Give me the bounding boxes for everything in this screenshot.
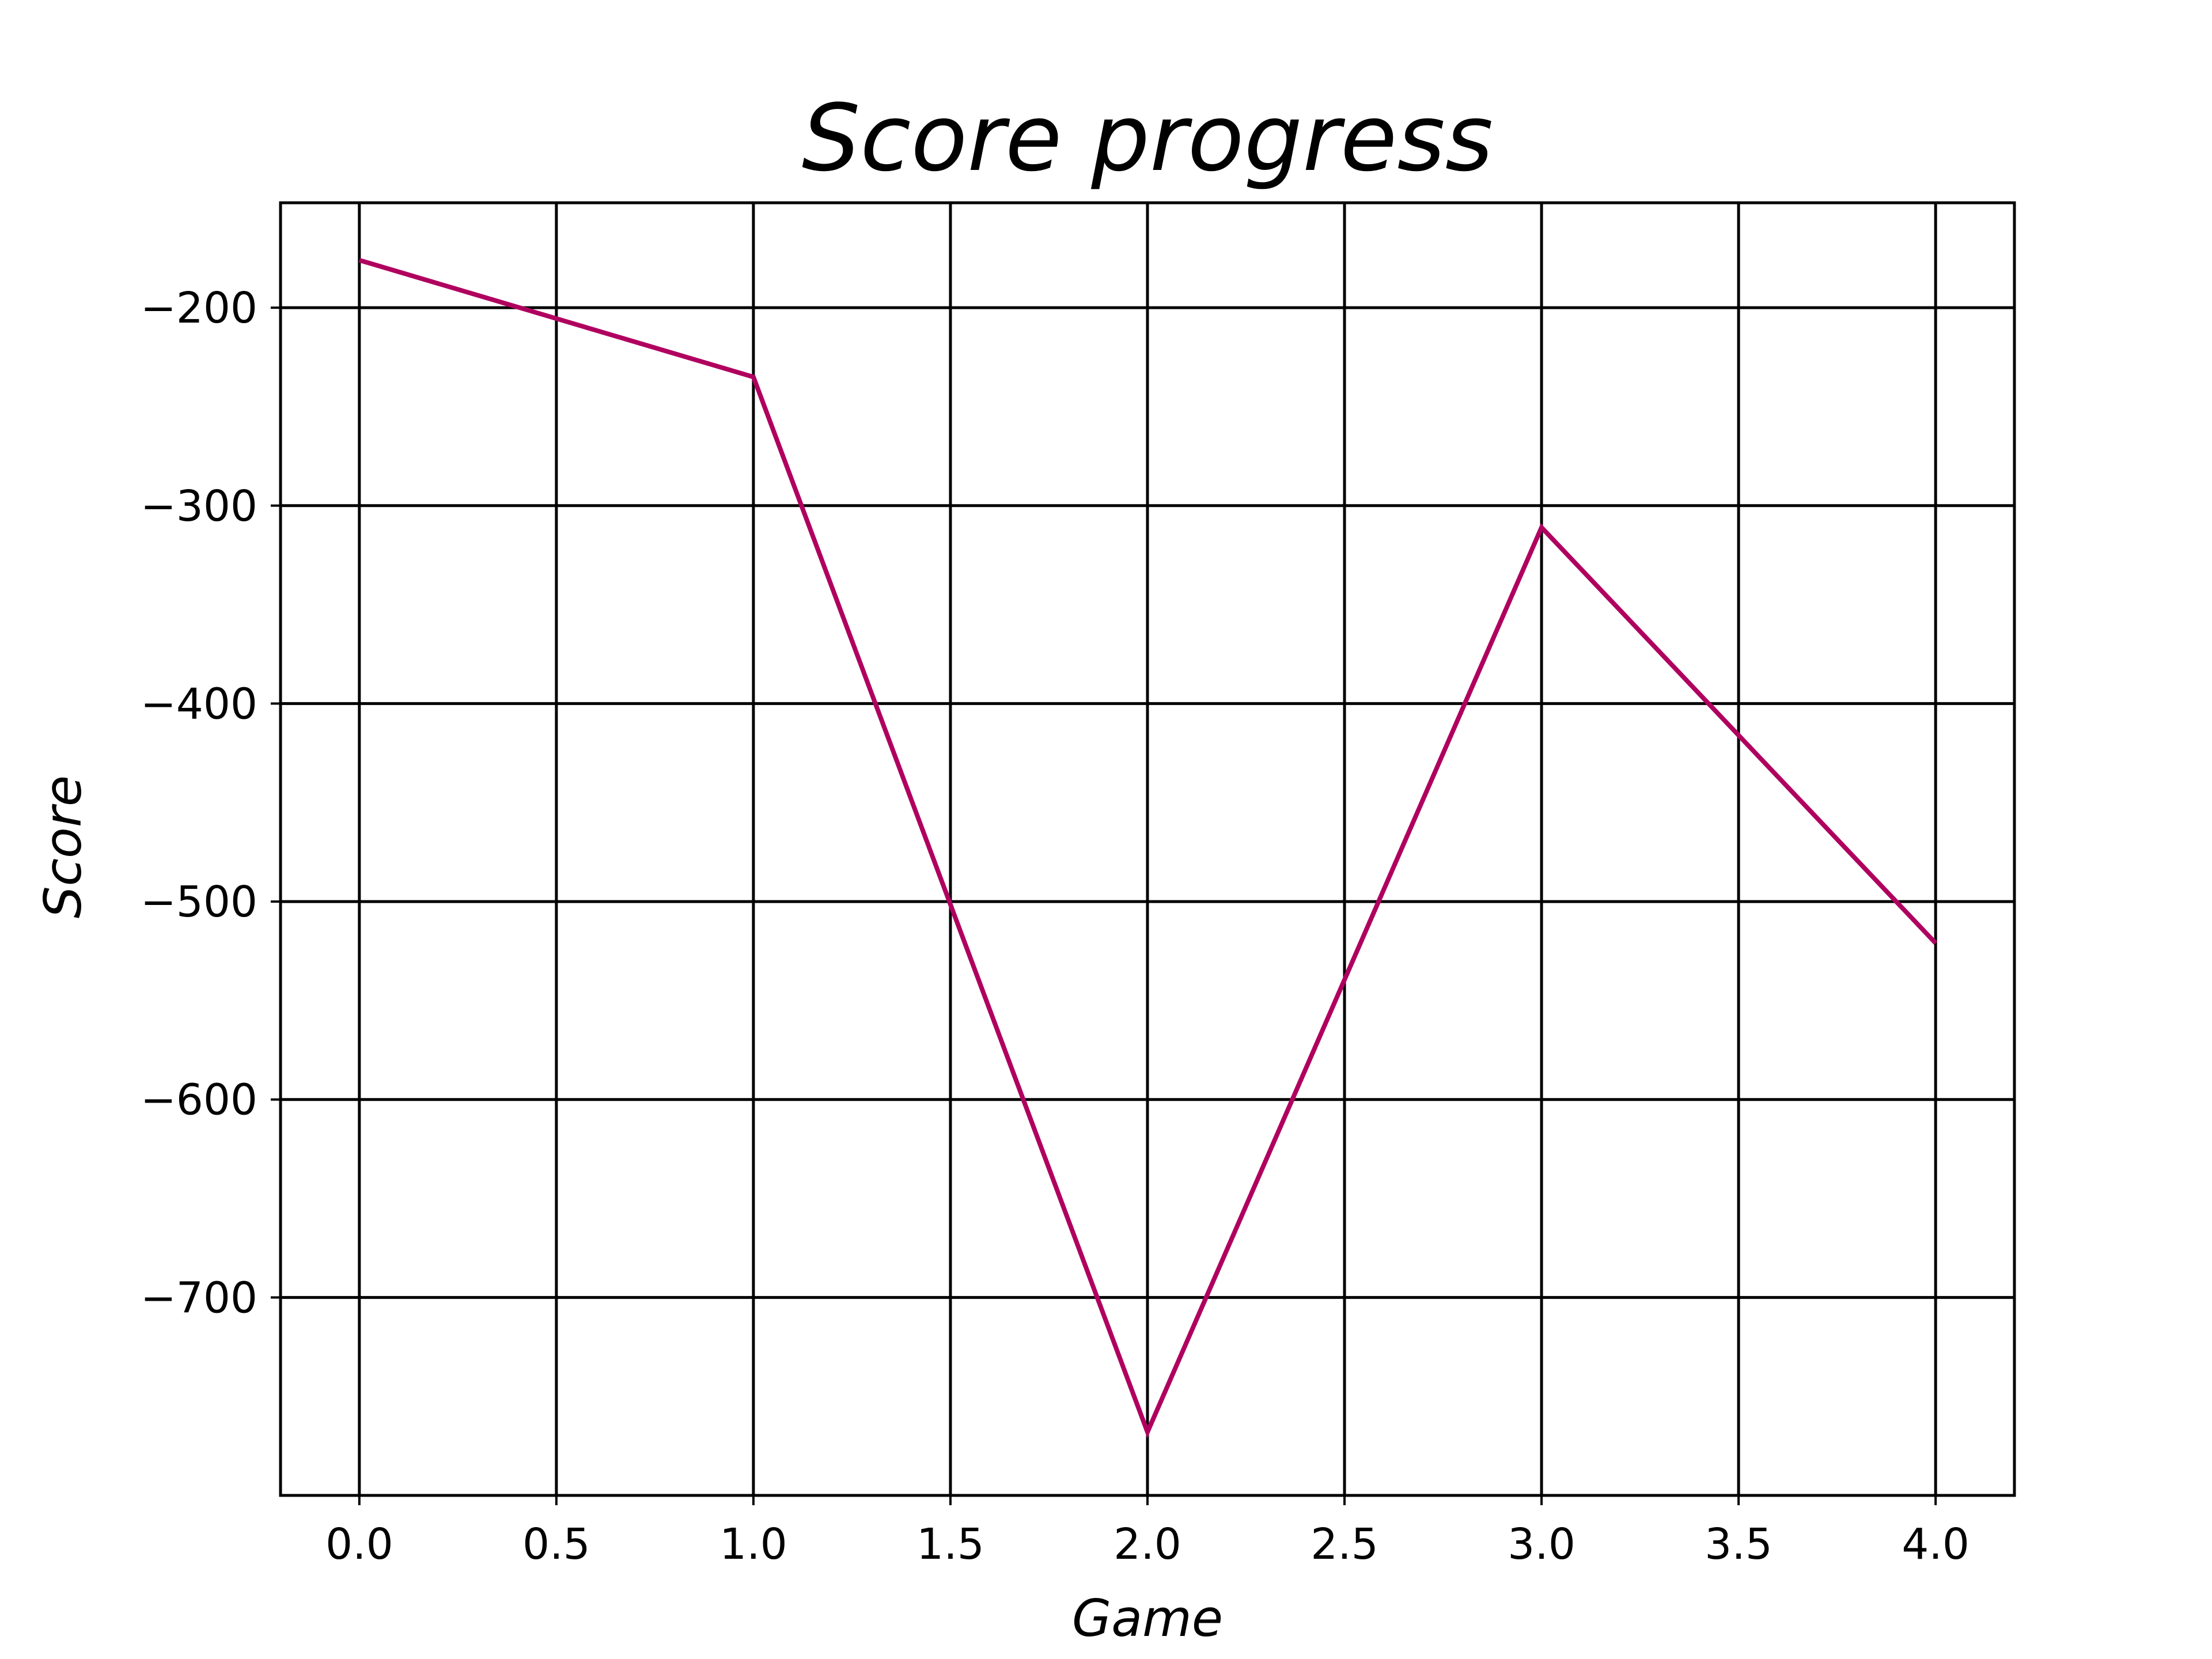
x-tick-label: 2.5 [1310,1520,1378,1569]
y-axis-label: Score [33,775,93,918]
tick-marks [271,306,1937,1505]
y-tick-label: −400 [141,679,257,729]
y-tick-label: −500 [141,877,257,927]
grid-lines [281,203,2014,1495]
y-tick-label: −600 [141,1075,257,1125]
x-tick-label: 1.5 [916,1520,984,1569]
x-tick-label: 3.5 [1705,1520,1772,1569]
x-tick-label: 2.0 [1113,1520,1181,1569]
series-line [358,257,1938,1438]
y-tick-label: −700 [141,1273,257,1323]
x-tick-label: 1.0 [719,1520,787,1569]
x-tick-label: 4.0 [1902,1520,1969,1569]
x-tick-labels: 0.0 0.5 1.0 1.5 2.0 2.5 3.0 3.5 4.0 [325,1520,1969,1569]
x-tick-label: 0.5 [522,1520,590,1569]
y-tick-label: −200 [141,283,257,333]
y-tick-label: −300 [141,482,257,531]
chart-title: Score progress [802,84,1493,192]
x-axis-label: Game [1072,1589,1223,1648]
x-tick-label: 3.0 [1508,1520,1575,1569]
x-tick-label: 0.0 [325,1520,393,1569]
y-tick-labels: −700 −600 −500 −400 −300 −200 [141,283,257,1323]
series-layer [358,257,1938,1438]
